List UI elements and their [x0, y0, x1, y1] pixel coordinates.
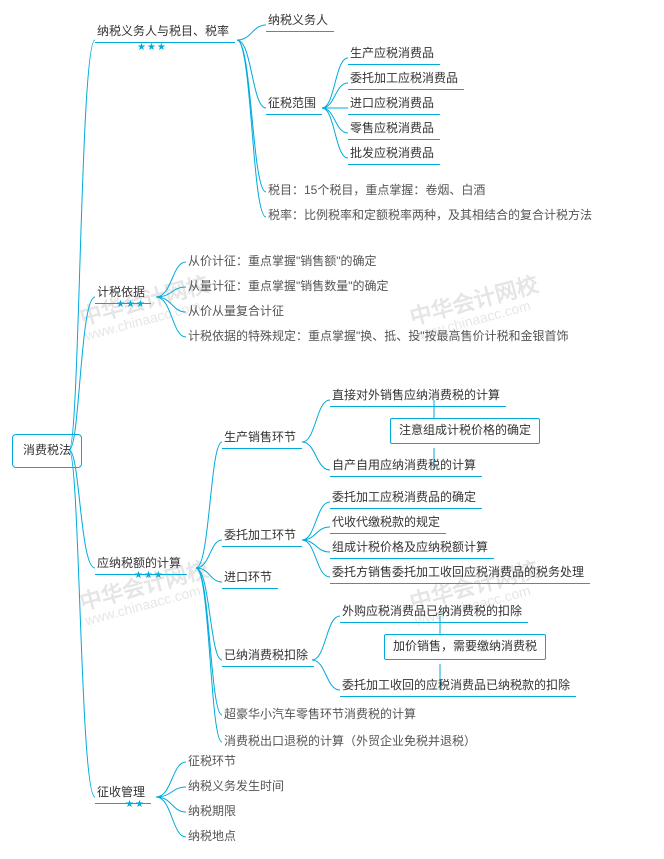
b1-2-3: 进口应税消费品: [348, 95, 440, 115]
b2-3: 从价从量复合计征: [186, 303, 286, 321]
b3-4-2: 委托加工收回的应税消费品已纳税款的扣除: [340, 677, 576, 697]
root-node: 消费税法: [12, 434, 82, 468]
stars-3-icon: ★★★: [134, 569, 164, 582]
b3-2-1: 委托加工应税消费品的确定: [330, 489, 482, 509]
b4-3: 纳税期限: [186, 803, 238, 821]
b3-1-box: 注意组成计税价格的确定: [390, 418, 540, 444]
branch-label: 纳税义务人与税目、税率: [97, 24, 229, 38]
root-label: 消费税法: [23, 443, 71, 457]
b1-2-1: 生产应税消费品: [348, 45, 440, 65]
b1-2-4: 零售应税消费品: [348, 120, 440, 140]
b3-2-4: 委托方销售委托加工收回应税消费品的税务处理: [330, 564, 590, 584]
stars-2-icon: ★★: [125, 798, 145, 811]
b1-1: 纳税义务人: [266, 12, 334, 32]
branch-taxpayer: 纳税义务人与税目、税率: [95, 23, 235, 43]
b3-2-3: 组成计税价格及应纳税额计算: [330, 539, 494, 559]
b3-4: 已纳消费税扣除: [222, 647, 314, 667]
b1-3: 税目：15个税目，重点掌握：卷烟、白酒: [266, 182, 487, 200]
branch-label: 征收管理: [97, 785, 145, 799]
b3-1: 生产销售环节: [222, 429, 302, 449]
b1-2: 征税范围: [266, 95, 322, 115]
b3-2: 委托加工环节: [222, 527, 302, 547]
b3-1-2: 自产自用应纳消费税的计算: [330, 457, 482, 477]
b3-4-box: 加价销售，需要缴纳消费税: [384, 634, 546, 660]
stars-3-icon: ★★★: [116, 298, 146, 311]
stars-3-icon: ★★★: [137, 41, 167, 54]
b1-2-5: 批发应税消费品: [348, 145, 440, 165]
b2-2: 从量计征：重点掌握"销售数量"的确定: [186, 278, 391, 296]
b4-2: 纳税义务发生时间: [186, 778, 286, 796]
b3-1-1: 直接对外销售应纳消费税的计算: [330, 387, 506, 407]
b2-4: 计税依据的特殊规定：重点掌握"换、抵、投"按最高售价计税和金银首饰: [186, 328, 571, 346]
b1-2-2: 委托加工应税消费品: [348, 70, 464, 90]
branch-label: 计税依据: [97, 285, 145, 299]
b1-4: 税率：比例税率和定额税率两种，及其相结合的复合计税方法: [266, 207, 594, 225]
b3-6: 消费税出口退税的计算（外贸企业免税并退税）: [222, 733, 478, 751]
b3-2-2: 代收代缴税款的规定: [330, 514, 446, 534]
b3-4-1: 外购应税消费品已纳消费税的扣除: [340, 603, 528, 623]
watermark-en: www.chinaacc.com: [83, 580, 214, 628]
connector-lines: [0, 0, 664, 859]
b3-3: 进口环节: [222, 569, 278, 589]
b2-1: 从价计征：重点掌握"销售额"的确定: [186, 253, 379, 271]
watermark-cn: 中华会计网校: [408, 274, 541, 329]
b4-1: 征税环节: [186, 753, 238, 771]
branch-label: 应纳税额的计算: [97, 556, 181, 570]
b3-5: 超豪华小汽车零售环节消费税的计算: [222, 706, 418, 724]
b4-4: 纳税地点: [186, 828, 238, 846]
